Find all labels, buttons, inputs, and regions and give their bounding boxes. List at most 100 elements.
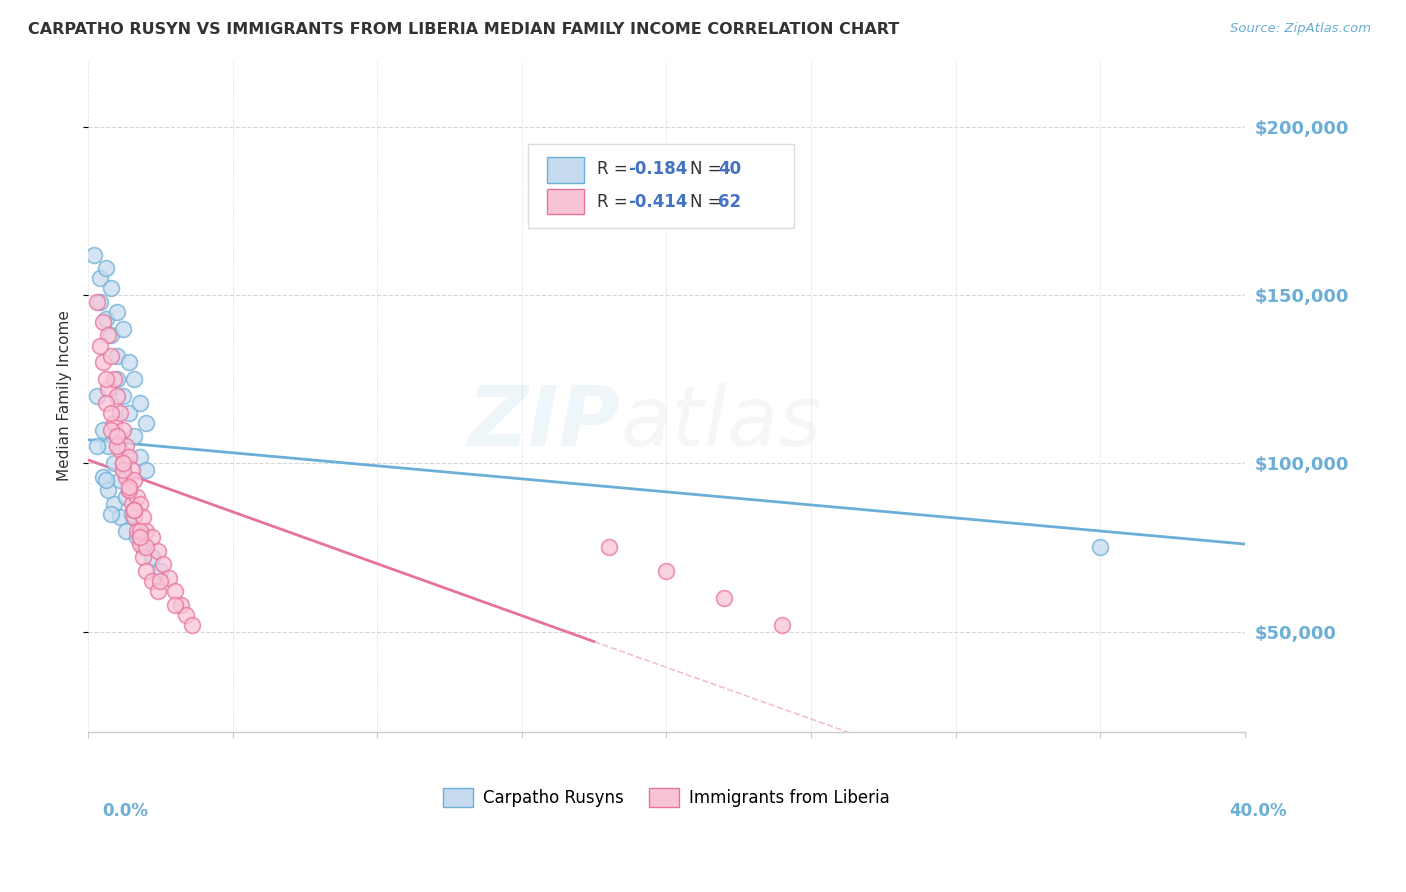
Point bbox=[111, 423, 134, 437]
Point bbox=[100, 406, 122, 420]
Point bbox=[135, 463, 157, 477]
Point bbox=[181, 617, 204, 632]
Point bbox=[105, 305, 128, 319]
Point bbox=[108, 510, 131, 524]
Point bbox=[146, 584, 169, 599]
Point bbox=[94, 372, 117, 386]
Point bbox=[89, 294, 111, 309]
Point bbox=[108, 473, 131, 487]
Point bbox=[114, 440, 136, 454]
Point bbox=[129, 537, 152, 551]
Point bbox=[117, 450, 139, 464]
Text: -0.414: -0.414 bbox=[628, 193, 688, 211]
Point bbox=[124, 503, 146, 517]
Point bbox=[135, 416, 157, 430]
FancyBboxPatch shape bbox=[527, 144, 793, 227]
Point bbox=[127, 524, 149, 538]
Point bbox=[105, 372, 128, 386]
Point bbox=[149, 574, 172, 588]
Point bbox=[86, 440, 108, 454]
Text: atlas: atlas bbox=[620, 383, 821, 464]
Point bbox=[105, 349, 128, 363]
Point bbox=[103, 497, 125, 511]
Text: N =: N = bbox=[689, 161, 727, 178]
Point bbox=[713, 591, 735, 605]
Point bbox=[86, 294, 108, 309]
Point bbox=[103, 416, 125, 430]
Point bbox=[149, 564, 172, 578]
Point bbox=[127, 490, 149, 504]
FancyBboxPatch shape bbox=[547, 157, 585, 183]
Point bbox=[94, 396, 117, 410]
Point bbox=[100, 423, 122, 437]
Point bbox=[121, 507, 143, 521]
Point bbox=[176, 607, 198, 622]
Point bbox=[124, 503, 146, 517]
Point bbox=[97, 440, 120, 454]
Point bbox=[655, 564, 678, 578]
Point bbox=[124, 473, 146, 487]
Point bbox=[129, 497, 152, 511]
Text: -0.184: -0.184 bbox=[628, 161, 688, 178]
Point bbox=[152, 558, 174, 572]
Point bbox=[132, 550, 155, 565]
Point bbox=[91, 423, 114, 437]
Point bbox=[111, 322, 134, 336]
Point bbox=[135, 541, 157, 555]
Point bbox=[108, 442, 131, 457]
Point bbox=[129, 450, 152, 464]
Point bbox=[86, 389, 108, 403]
Y-axis label: Median Family Income: Median Family Income bbox=[58, 310, 72, 482]
Point bbox=[105, 440, 128, 454]
Text: CARPATHO RUSYN VS IMMIGRANTS FROM LIBERIA MEDIAN FAMILY INCOME CORRELATION CHART: CARPATHO RUSYN VS IMMIGRANTS FROM LIBERI… bbox=[28, 22, 900, 37]
Point bbox=[132, 541, 155, 555]
Point bbox=[135, 524, 157, 538]
Point bbox=[103, 456, 125, 470]
Point bbox=[100, 349, 122, 363]
Point bbox=[89, 338, 111, 352]
Point bbox=[129, 524, 152, 538]
FancyBboxPatch shape bbox=[547, 189, 585, 214]
Point bbox=[141, 550, 163, 565]
Point bbox=[91, 469, 114, 483]
Point bbox=[129, 396, 152, 410]
Point bbox=[124, 372, 146, 386]
Text: 0.0%: 0.0% bbox=[103, 802, 149, 820]
Point bbox=[135, 564, 157, 578]
Point bbox=[91, 315, 114, 329]
Point bbox=[91, 355, 114, 369]
Text: N =: N = bbox=[689, 193, 727, 211]
Point bbox=[121, 463, 143, 477]
Point bbox=[94, 261, 117, 276]
Point bbox=[121, 497, 143, 511]
Point bbox=[146, 543, 169, 558]
Text: R =: R = bbox=[598, 193, 633, 211]
Point bbox=[117, 483, 139, 498]
Text: 40.0%: 40.0% bbox=[1229, 802, 1286, 820]
Point bbox=[97, 483, 120, 498]
Point bbox=[117, 355, 139, 369]
Text: 40: 40 bbox=[718, 161, 741, 178]
Point bbox=[105, 429, 128, 443]
Point bbox=[94, 473, 117, 487]
Point bbox=[124, 429, 146, 443]
Point bbox=[97, 328, 120, 343]
Point bbox=[105, 429, 128, 443]
Point bbox=[114, 524, 136, 538]
Point bbox=[105, 389, 128, 403]
Point bbox=[111, 389, 134, 403]
Point bbox=[117, 406, 139, 420]
Point bbox=[103, 372, 125, 386]
Point bbox=[114, 490, 136, 504]
Point bbox=[111, 456, 134, 470]
Point bbox=[100, 507, 122, 521]
Point bbox=[97, 382, 120, 396]
Point bbox=[127, 530, 149, 544]
Point bbox=[1088, 541, 1111, 555]
Point bbox=[83, 248, 105, 262]
Text: R =: R = bbox=[598, 161, 633, 178]
Point bbox=[94, 311, 117, 326]
Point bbox=[108, 406, 131, 420]
Point bbox=[124, 510, 146, 524]
Point bbox=[111, 456, 134, 470]
